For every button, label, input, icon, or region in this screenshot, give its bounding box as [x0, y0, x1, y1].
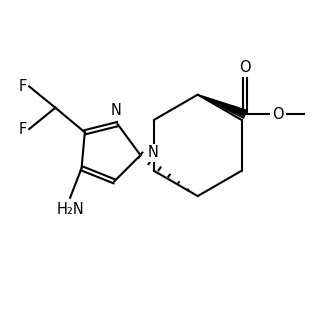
Text: F: F [18, 79, 27, 94]
Text: F: F [18, 121, 27, 137]
Polygon shape [198, 95, 247, 118]
Text: N: N [111, 103, 121, 117]
Text: H₂N: H₂N [56, 202, 84, 217]
Text: N: N [148, 145, 158, 160]
Text: O: O [272, 107, 284, 122]
Text: O: O [239, 60, 251, 75]
